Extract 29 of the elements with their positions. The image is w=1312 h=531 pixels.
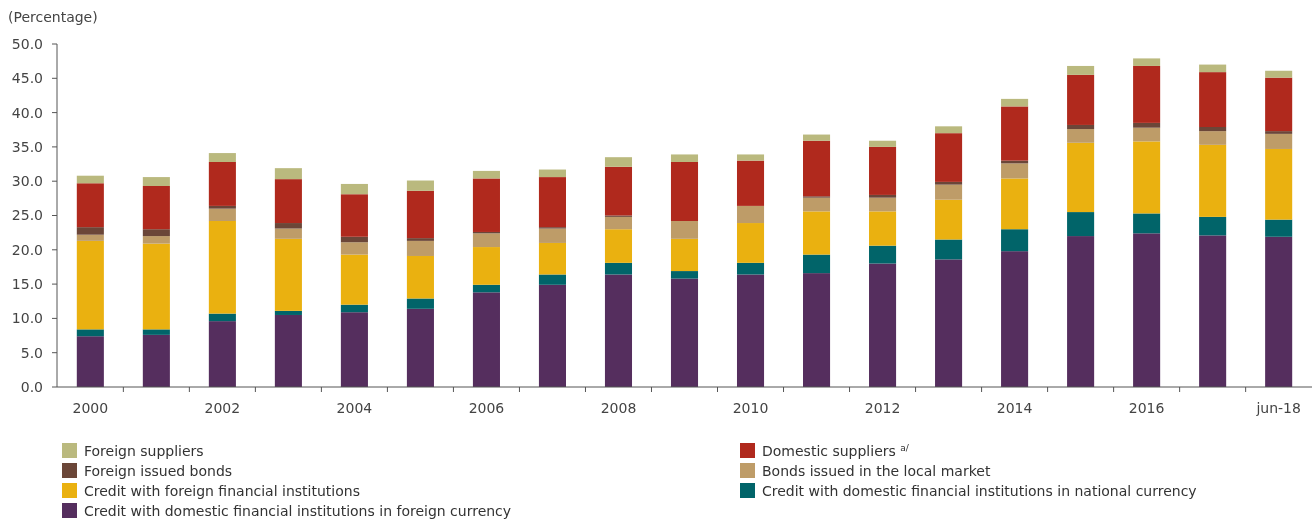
y-tick-label: 45.0 <box>11 70 43 87</box>
y-tick-label: 15.0 <box>11 276 43 292</box>
x-tick-label: 2012 <box>864 400 901 416</box>
legend-label: Foreign suppliers <box>84 443 204 459</box>
x-tick-label: jun-18 <box>1255 400 1301 416</box>
y-tick-label: 0.0 <box>20 378 43 395</box>
y-tick-label: 25.0 <box>11 207 43 224</box>
y-tick-label: 20.0 <box>11 241 43 258</box>
y-tick-label: 50.0 <box>11 35 43 52</box>
x-tick-label: 2016 <box>1128 400 1165 416</box>
x-tick-label: 2006 <box>468 400 505 416</box>
legend-label: Domestic suppliers $^{a/}$ <box>762 443 910 459</box>
legend-label: Foreign issued bonds <box>84 463 233 479</box>
x-tick-label: 2002 <box>204 400 241 416</box>
legend-label: Bonds issued in the local market <box>762 463 991 479</box>
y-tick-label: 40.0 <box>11 104 43 121</box>
x-tick-label: 2010 <box>732 400 769 416</box>
x-tick-label: 2004 <box>336 400 373 416</box>
y-tick-label: 35.0 <box>11 138 43 155</box>
x-tick-label: 2008 <box>600 400 637 416</box>
y-tick-label: 30.0 <box>11 173 43 190</box>
y-tick-label: 10.0 <box>11 310 43 327</box>
y-tick-label: 5.0 <box>20 344 43 361</box>
legend-label: Credit with foreign financial institutions <box>84 483 360 499</box>
y-axis-title: (Percentage) <box>8 9 98 25</box>
legend-label: Credit with domestic financial institutions in national currency <box>762 483 1197 499</box>
x-tick-label: 2000 <box>72 400 109 416</box>
legend-label: Credit with domestic financial institutions in foreign currency <box>84 503 512 519</box>
x-tick-label: 2014 <box>996 400 1033 416</box>
